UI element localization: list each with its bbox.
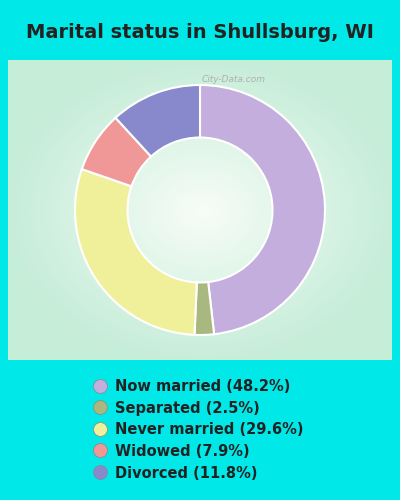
Wedge shape (75, 169, 197, 335)
Wedge shape (116, 85, 200, 156)
Text: Marital status in Shullsburg, WI: Marital status in Shullsburg, WI (26, 24, 374, 42)
Text: City-Data.com: City-Data.com (202, 75, 266, 84)
Legend: Now married (48.2%), Separated (2.5%), Never married (29.6%), Widowed (7.9%), Di: Now married (48.2%), Separated (2.5%), N… (89, 372, 311, 488)
Wedge shape (194, 282, 214, 335)
Wedge shape (200, 85, 325, 334)
Wedge shape (82, 118, 151, 186)
